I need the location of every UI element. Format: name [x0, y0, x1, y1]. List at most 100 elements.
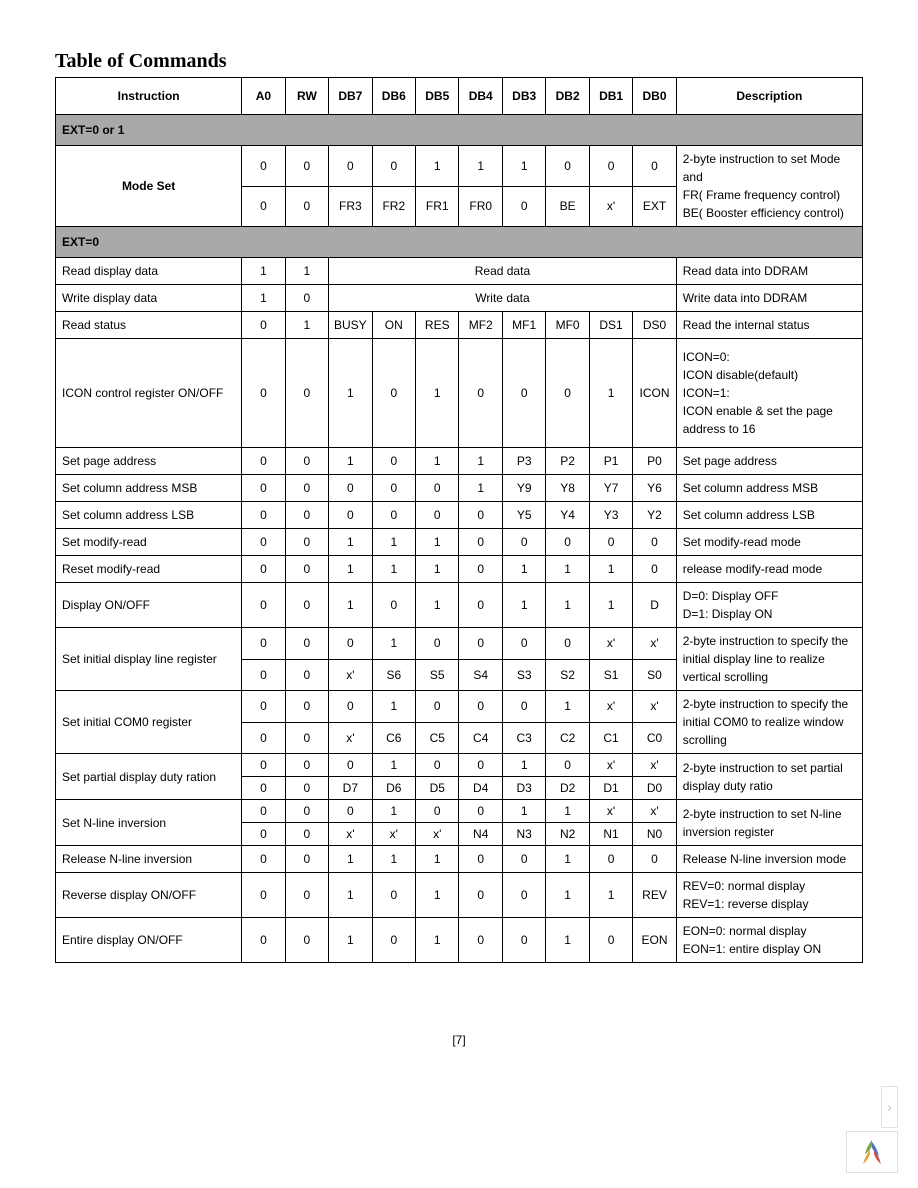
cell: 0 [416, 628, 459, 660]
cell: Set modify-read mode [676, 529, 862, 556]
table-row: Set modify-read0011100000Set modify-read… [56, 529, 863, 556]
cell: 0 [285, 691, 328, 723]
table-row: Read display data11Read dataRead data in… [56, 258, 863, 285]
cell: Read display data [56, 258, 242, 285]
table-row: Release N-line inversion0011100100Releas… [56, 846, 863, 873]
cell: 0 [502, 918, 545, 963]
th-rw: RW [285, 78, 328, 115]
cell: 0 [329, 754, 372, 777]
cell: 0 [285, 556, 328, 583]
cell: Entire display ON/OFF [56, 918, 242, 963]
cell: x' [589, 628, 632, 660]
cell: x' [633, 800, 676, 823]
cell: Set N-line inversion [56, 800, 242, 846]
cell: 1 [372, 754, 415, 777]
th-description: Description [676, 78, 862, 115]
cell: Set initial COM0 register [56, 691, 242, 754]
cell: N4 [459, 823, 502, 846]
cell: Set column address LSB [676, 502, 862, 529]
cell: 0 [242, 722, 285, 754]
cell: 1 [546, 918, 589, 963]
cell: 0 [459, 691, 502, 723]
cell: 0 [459, 556, 502, 583]
cell: D7 [329, 777, 372, 800]
arrow-button[interactable]: › [881, 1086, 898, 1128]
cell: S2 [546, 659, 589, 691]
cell: Y8 [546, 475, 589, 502]
cell: D6 [372, 777, 415, 800]
cell: Read data into DDRAM [676, 258, 862, 285]
cell: 0 [459, 529, 502, 556]
cell: 0 [242, 918, 285, 963]
cell: Y4 [546, 502, 589, 529]
cell: Y5 [502, 502, 545, 529]
cell: 0 [459, 873, 502, 918]
cell: 2-byte instruction to specify the initia… [676, 628, 862, 691]
cell: MF0 [546, 312, 589, 339]
cell: x' [589, 186, 632, 227]
cell: 0 [546, 339, 589, 448]
cell: release modify-read mode [676, 556, 862, 583]
cell: 0 [372, 339, 415, 448]
cell: ICON=0:ICON disable(default)ICON=1:ICON … [676, 339, 862, 448]
cell: 0 [329, 475, 372, 502]
cell: 0 [285, 918, 328, 963]
cell: 1 [502, 146, 545, 187]
cell: 0 [416, 475, 459, 502]
cell: 0 [242, 777, 285, 800]
table-row: Set column address LSB000000Y5Y4Y3Y2Set … [56, 502, 863, 529]
cell: 1 [546, 846, 589, 873]
cell: C4 [459, 722, 502, 754]
table-row: Set N-line inversion00010011x'x'2-byte i… [56, 800, 863, 823]
cell: 0 [329, 691, 372, 723]
cell: x' [633, 754, 676, 777]
cell: 0 [285, 823, 328, 846]
cell: N1 [589, 823, 632, 846]
cell: ICON [633, 339, 676, 448]
cell: S1 [589, 659, 632, 691]
cell: Y3 [589, 502, 632, 529]
th-instruction: Instruction [56, 78, 242, 115]
cell: x' [416, 823, 459, 846]
cell: 0 [416, 754, 459, 777]
cell: 0 [242, 628, 285, 660]
cell: 1 [329, 873, 372, 918]
cell: 1 [502, 583, 545, 628]
cell: 1 [546, 691, 589, 723]
cell: Set column address LSB [56, 502, 242, 529]
cell: P2 [546, 448, 589, 475]
cell: 0 [589, 146, 632, 187]
cell: 0 [372, 918, 415, 963]
cell: x' [633, 691, 676, 723]
cell: Release N-line inversion [56, 846, 242, 873]
cell: C5 [416, 722, 459, 754]
cell: D4 [459, 777, 502, 800]
cell: 1 [459, 146, 502, 187]
table-row: Display ON/OFF001010111DD=0: Display OFF… [56, 583, 863, 628]
cell: 1 [416, 146, 459, 187]
cell: 0 [633, 529, 676, 556]
cell: Reverse display ON/OFF [56, 873, 242, 918]
cell: 0 [285, 722, 328, 754]
cell: 1 [502, 556, 545, 583]
cell: Y9 [502, 475, 545, 502]
cell: 0 [502, 691, 545, 723]
cell: 0 [285, 448, 328, 475]
cell: C3 [502, 722, 545, 754]
th-db6: DB6 [372, 78, 415, 115]
cell: C0 [633, 722, 676, 754]
cell: RES [416, 312, 459, 339]
cell: Release N-line inversion mode [676, 846, 862, 873]
cell: 0 [459, 846, 502, 873]
table-row: Reverse display ON/OFF001010011REVREV=0:… [56, 873, 863, 918]
cell: 1 [372, 628, 415, 660]
cell: Set column address MSB [56, 475, 242, 502]
cell: 0 [285, 529, 328, 556]
cell: 0 [589, 529, 632, 556]
cell: 0 [372, 583, 415, 628]
cell: Write display data [56, 285, 242, 312]
cell: DS0 [633, 312, 676, 339]
cell: 1 [285, 312, 328, 339]
cell: Set modify-read [56, 529, 242, 556]
cell: FR3 [329, 186, 372, 227]
